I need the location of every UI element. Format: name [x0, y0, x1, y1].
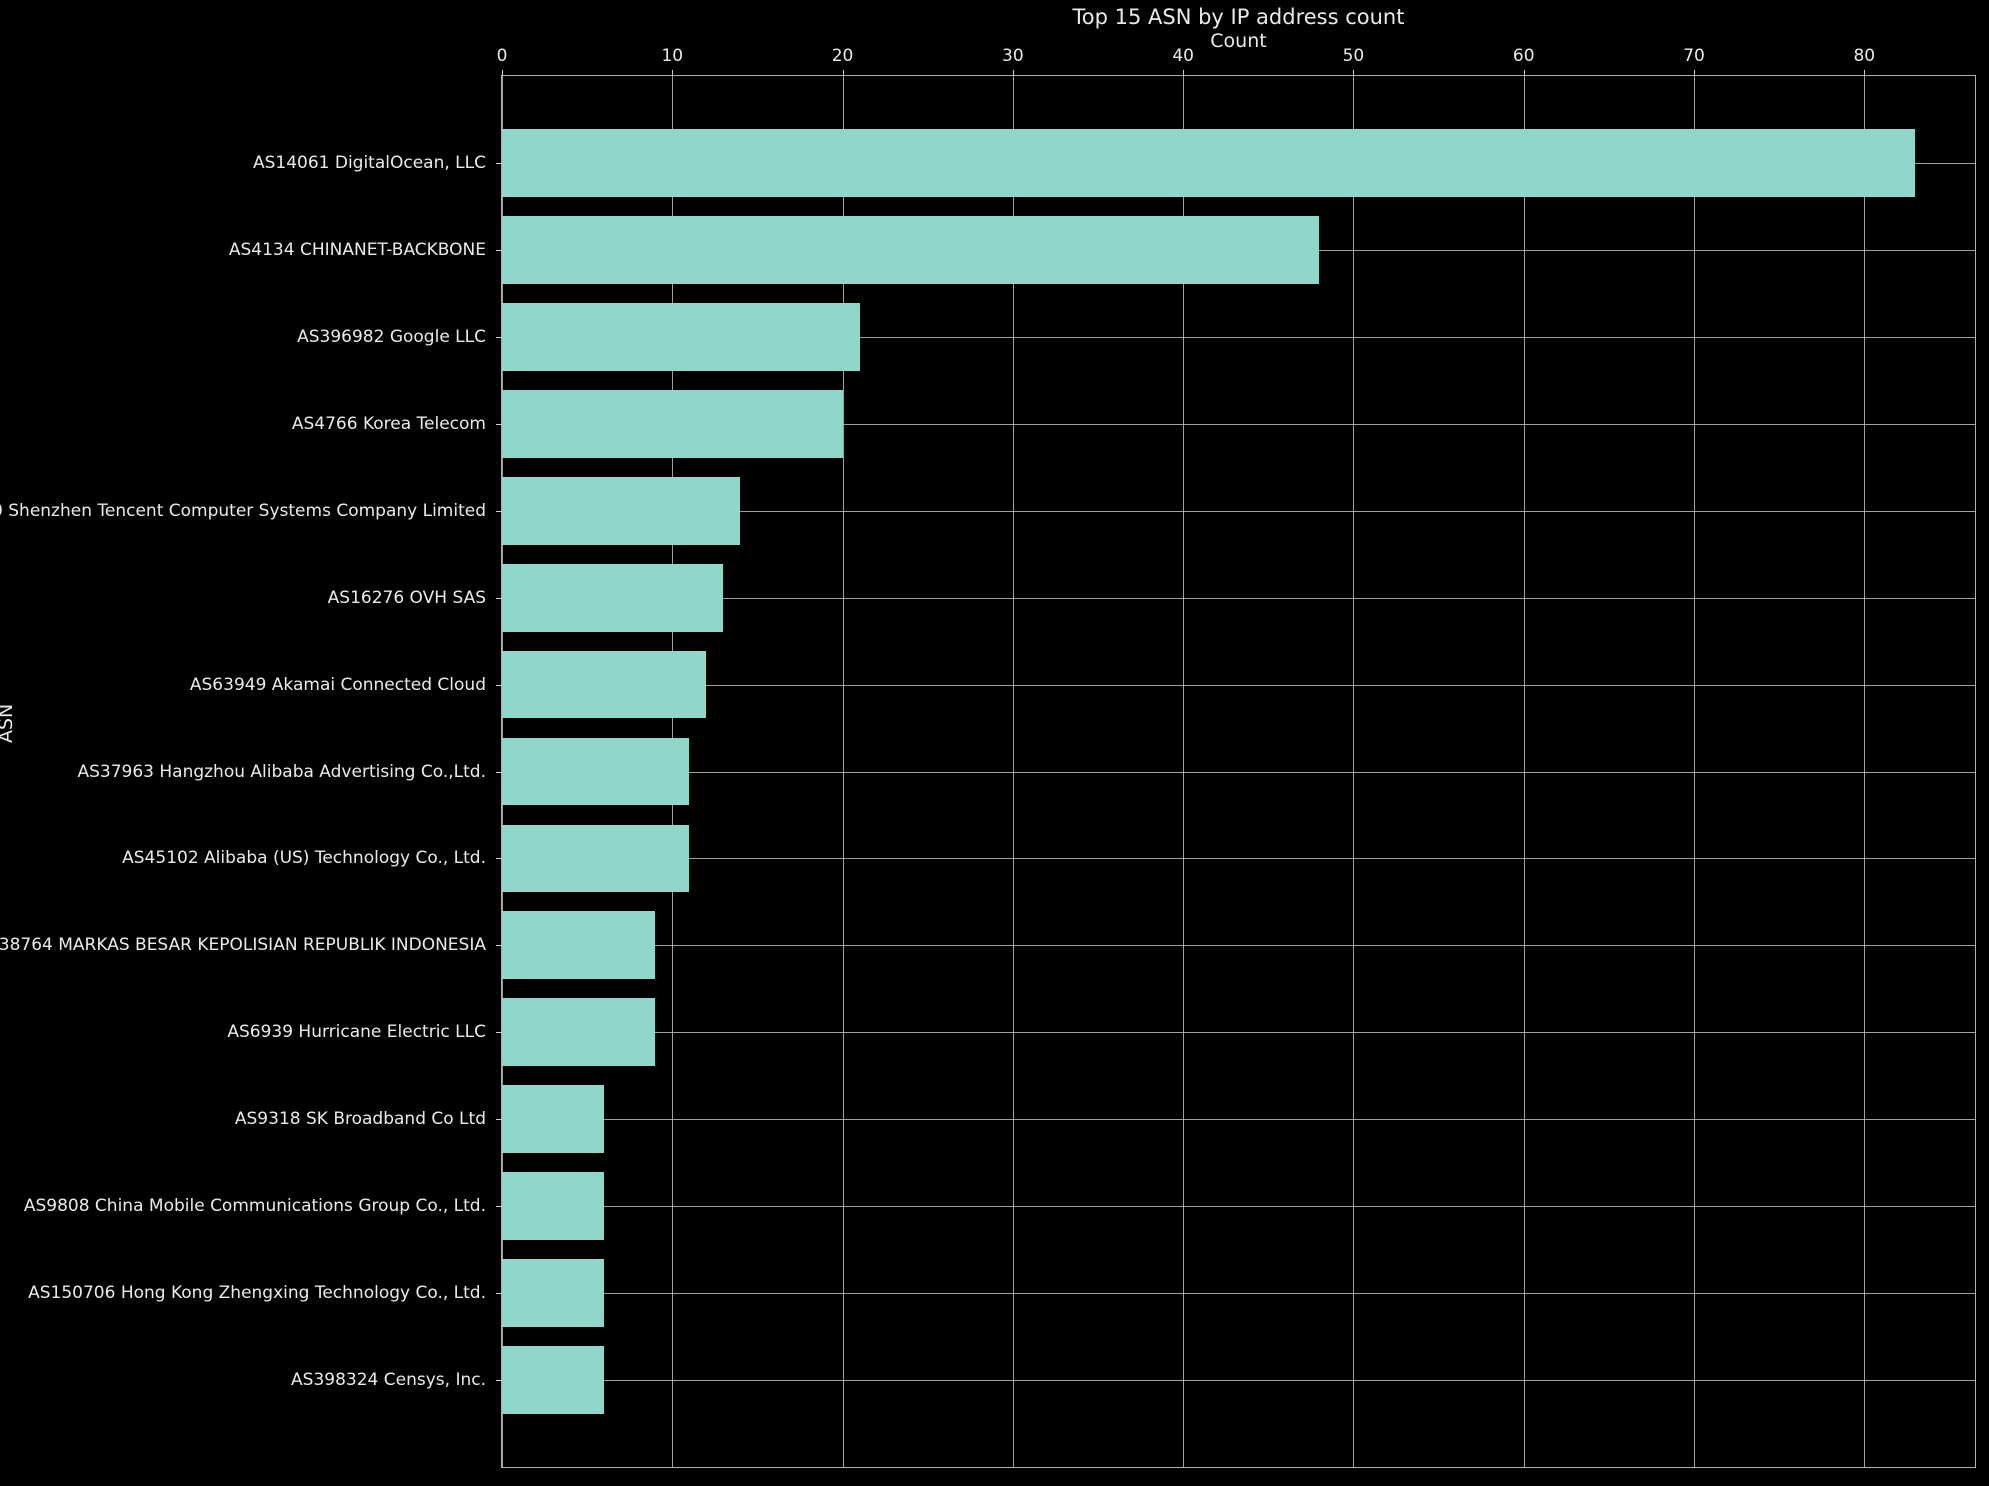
y-tick-mark: [496, 1206, 502, 1208]
x-tick-mark: [1012, 70, 1014, 76]
y-tick-mark: [496, 1380, 502, 1382]
bar[interactable]: [502, 476, 741, 545]
bar[interactable]: [502, 1259, 605, 1328]
bar[interactable]: [502, 129, 1916, 197]
y-tick-label: AS6939 Hurricane Electric LLC: [227, 1022, 486, 1043]
bar[interactable]: [502, 1346, 605, 1414]
x-tick-mark: [1864, 70, 1866, 76]
y-tick-mark: [496, 1119, 502, 1121]
x-tick-mark: [1183, 70, 1185, 76]
bar[interactable]: [502, 302, 860, 371]
bar[interactable]: [502, 1085, 605, 1154]
x-tick-mark: [502, 70, 503, 76]
bar[interactable]: [502, 1172, 605, 1241]
y-tick-label: AS396982 Google LLC: [297, 326, 486, 347]
bar[interactable]: [502, 911, 656, 980]
bar[interactable]: [502, 824, 690, 893]
y-tick-mark: [496, 249, 502, 251]
y-tick-label: AS38764 MARKAS BESAR KEPOLISIAN REPUBLIK…: [0, 935, 486, 956]
y-tick-mark: [496, 684, 502, 686]
y-tick-label: AS4134 CHINANET-BACKBONE: [228, 239, 486, 260]
x-tick-label: 60: [1512, 46, 1535, 66]
bar[interactable]: [502, 215, 1320, 284]
bar[interactable]: [502, 563, 724, 632]
y-tick-mark: [496, 162, 502, 164]
y-gridline: [502, 945, 1975, 947]
y-gridline: [502, 684, 1975, 686]
bar[interactable]: [502, 998, 656, 1067]
y-axis-label: ASN: [0, 703, 17, 743]
x-tick-mark: [842, 70, 844, 76]
x-tick-mark: [1694, 70, 1696, 76]
y-gridline: [502, 1380, 1975, 1382]
y-tick-mark: [496, 858, 502, 860]
y-gridline: [502, 771, 1975, 773]
y-tick-mark: [496, 1293, 502, 1295]
x-tick-label: 20: [831, 46, 854, 66]
y-gridline: [502, 336, 1975, 338]
y-gridline: [502, 1032, 1975, 1034]
x-tick-label: 80: [1853, 46, 1876, 66]
y-tick-label: AS4766 Korea Telecom: [291, 413, 486, 434]
y-gridline: [502, 1206, 1975, 1208]
y-gridline: [502, 510, 1975, 512]
y-tick-label: AS37963 Hangzhou Alibaba Advertising Co.…: [77, 761, 486, 782]
plot-area: 0 10 20 30 40 50 60 70 80 AS14061 DigitalOcean, L…: [0, 46, 1976, 1468]
bar[interactable]: [502, 737, 690, 806]
y-tick-label: AS9318 SK Broadband Co Ltd: [234, 1109, 486, 1130]
x-tick-label: 70: [1683, 46, 1705, 66]
bar[interactable]: [502, 650, 707, 719]
x-tick-mark: [672, 70, 674, 76]
x-tick-label: 40: [1172, 46, 1194, 66]
x-tick-label: 10: [661, 46, 684, 66]
y-tick-mark: [496, 1032, 502, 1034]
y-tick-mark: [496, 423, 502, 425]
x-tick-mark: [1353, 70, 1355, 76]
y-tick-label: AS63949 Akamai Connected Cloud: [189, 674, 486, 695]
y-tick-mark: [496, 510, 502, 512]
y-tick-label: AS16276 OVH SAS: [327, 587, 486, 608]
x-tick-label: 50: [1342, 46, 1365, 66]
page-title: Top 15 ASN by IP address count: [1072, 5, 1405, 29]
y-tick-label: AS150706 Hong Kong Zhengxing Technology …: [28, 1283, 486, 1304]
y-tick-mark: [496, 336, 502, 338]
y-gridline: [502, 1119, 1975, 1121]
y-gridline: [502, 1293, 1975, 1295]
x-tick-label: 30: [1002, 46, 1024, 66]
y-tick-label: AS398324 Censys, Inc.: [291, 1370, 486, 1391]
y-tick-label: AS45090 Shenzhen Tencent Computer System…: [0, 500, 486, 521]
y-tick-mark: [496, 771, 502, 773]
y-gridline: [502, 597, 1975, 599]
x-axis-label: Count: [1210, 30, 1267, 52]
y-tick-mark: [496, 597, 502, 599]
bar[interactable]: [502, 389, 843, 458]
y-tick-label: AS9808 China Mobile Communications Group…: [23, 1196, 486, 1217]
x-tick-label: 0: [496, 46, 508, 66]
y-gridline: [502, 858, 1975, 860]
y-tick-label: AS45102 Alibaba (US) Technology Co., Ltd…: [122, 848, 486, 869]
y-tick-label: AS14061 DigitalOcean, LLC: [252, 152, 486, 173]
y-tick-mark: [496, 945, 502, 947]
y-gridline: [502, 423, 1975, 425]
x-tick-mark: [1523, 70, 1525, 76]
